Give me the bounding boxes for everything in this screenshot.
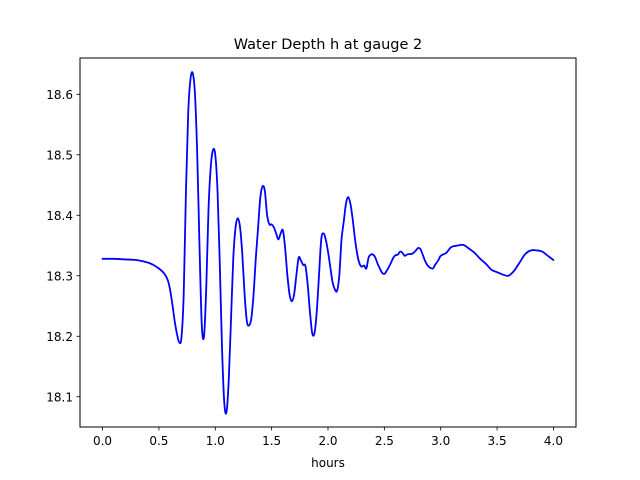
x-tick-label: 3.0 xyxy=(431,434,450,448)
y-tick-label: 18.2 xyxy=(46,330,73,344)
plot-area-frame xyxy=(79,57,577,428)
y-tick-label: 18.1 xyxy=(46,390,73,404)
x-tick-label: 0.5 xyxy=(149,434,168,448)
x-axis-label: hours xyxy=(311,456,345,470)
x-tick-label: 1.5 xyxy=(262,434,281,448)
y-tick-label: 18.5 xyxy=(46,148,73,162)
y-tick-label: 18.3 xyxy=(46,269,73,283)
x-tick-label: 3.5 xyxy=(488,434,507,448)
x-tick-label: 1.0 xyxy=(206,434,225,448)
y-tick-label: 18.4 xyxy=(46,209,73,223)
x-tick-label: 2.0 xyxy=(318,434,337,448)
y-tick-label: 18.6 xyxy=(46,88,73,102)
chart-title: Water Depth h at gauge 2 xyxy=(234,37,422,53)
series-line xyxy=(101,71,555,415)
x-axis-ticks: 0.0 0.5 1.0 1.5 2.0 2.5 3.0 3.5 4.0 xyxy=(93,427,563,448)
x-tick-label: 2.5 xyxy=(375,434,394,448)
y-axis-ticks: 18.1 18.2 18.3 18.4 18.5 18.6 xyxy=(46,88,80,404)
x-tick-label: 4.0 xyxy=(544,434,563,448)
x-tick-label: 0.0 xyxy=(93,434,112,448)
